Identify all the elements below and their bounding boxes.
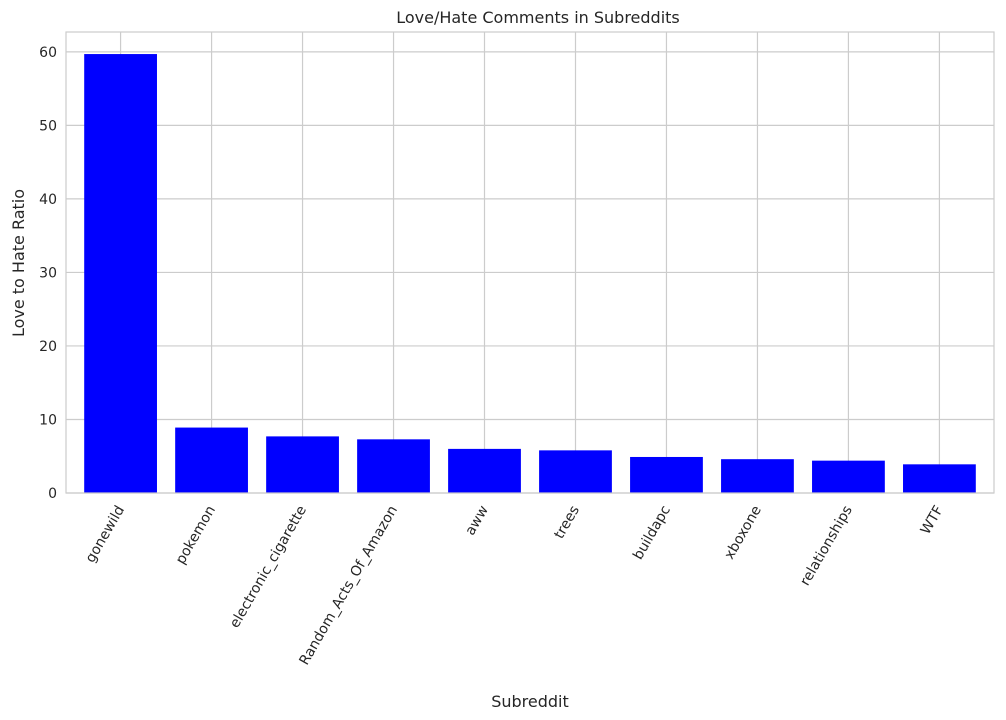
y-tick-label: 50: [39, 118, 57, 134]
x-tick-label: trees: [551, 503, 583, 542]
x-tick-label: pokemon: [173, 503, 219, 567]
y-tick-label: 60: [39, 45, 57, 61]
bar-pokemon: [175, 427, 248, 493]
x-tick-label: xboxone: [721, 503, 764, 562]
bar-wtf: [903, 464, 976, 493]
y-tick-label: 0: [48, 486, 57, 502]
bar-trees: [539, 450, 612, 493]
x-tick-label: buildapc: [630, 503, 674, 563]
bars: [84, 54, 976, 494]
bar-buildapc: [630, 456, 703, 493]
x-tick-label: gonewild: [83, 503, 128, 566]
y-tick-label: 10: [39, 412, 57, 428]
x-tick-label: Random_Acts_Of_Amazon: [296, 503, 401, 668]
x-tick-label: WTF: [918, 503, 947, 537]
bar-gonewild: [84, 54, 157, 494]
x-axis-label: Subreddit: [491, 692, 569, 711]
bar-relationships: [812, 460, 885, 493]
plot-frame: [65, 31, 995, 494]
x-tick-label: aww: [462, 503, 492, 538]
x-tick-label: relationships: [797, 503, 856, 589]
chart-title: Love/Hate Comments in Subreddits: [396, 8, 680, 27]
gridlines: [66, 32, 994, 494]
y-axis-label: Love to Hate Ratio: [9, 189, 28, 337]
x-tick-label: electronic_cigarette: [227, 503, 310, 631]
bar-electronic-cigarette: [266, 436, 339, 493]
bar-random-acts-of-amazon: [357, 439, 430, 493]
y-tick-label: 40: [39, 192, 57, 208]
y-tick-label: 30: [39, 265, 57, 281]
y-tick-label: 20: [39, 339, 57, 355]
bar-xboxone: [721, 459, 794, 493]
bar-aww: [448, 448, 521, 493]
y-tick-labels: 0 10 20 30 40 50 60: [39, 45, 57, 502]
x-tick-labels: gonewild pokemon electronic_cigaretteRando…: [83, 503, 947, 668]
